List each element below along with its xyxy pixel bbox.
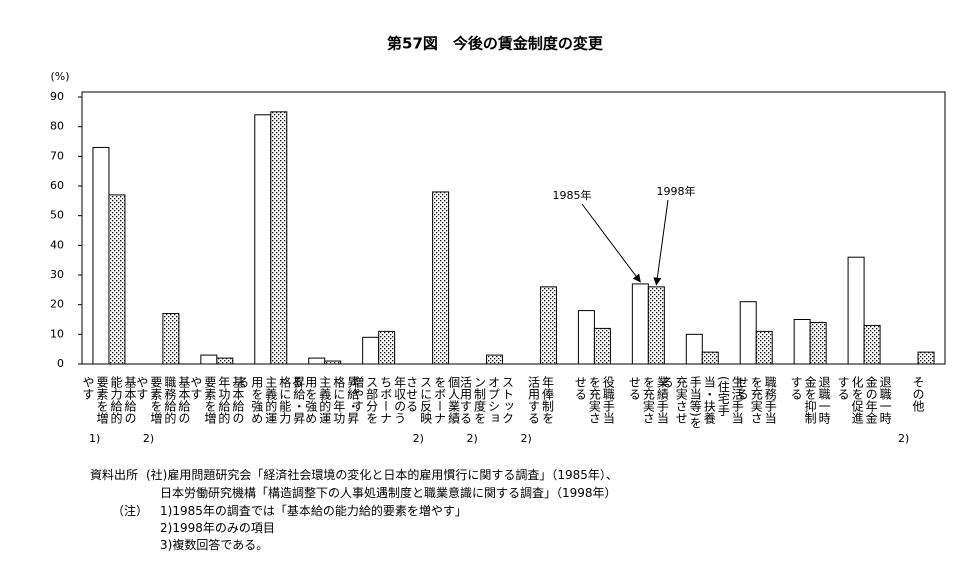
bar <box>739 301 757 365</box>
x-tick-label: 生活手当(住宅手当・扶養手当等)を充実させる <box>660 376 745 429</box>
x-tick-label: 年俸制を活用する <box>526 376 555 424</box>
x-tick-label: 退職一時金を抑制する <box>789 376 832 424</box>
x-tick-label: 役職手当を充実させる <box>573 376 616 424</box>
bar <box>793 319 811 365</box>
bar <box>685 333 703 365</box>
y-tick-label: 80 <box>50 120 64 133</box>
bar <box>647 286 665 365</box>
x-tick-label: 基本給の年功給的要素を増やす <box>188 376 245 424</box>
bar <box>162 313 180 365</box>
x-tick-label: 昇給・昇格に年功主義的運用を強める <box>289 376 360 424</box>
category-note: 2) <box>898 432 910 445</box>
y-tick-label: 70 <box>50 149 64 162</box>
bar <box>917 351 935 365</box>
source-line: 日本労働研究機構「構造調整下の人事処遇制度と職業意識に関する調査」（1998年） <box>160 486 617 500</box>
chart-title: 第57図 今後の賃金制度の変更 <box>387 35 604 53</box>
bar <box>108 194 126 365</box>
bar <box>270 111 288 365</box>
category-note: 2) <box>520 432 532 445</box>
source-line: (社)雇用問題研究会「経済社会環境の変化と日本的雇用慣行に関する調査」（1985… <box>146 468 618 482</box>
y-tick-label: 60 <box>50 179 64 192</box>
x-tick-label: 基本給の能力給的要素を増やす <box>80 376 137 424</box>
y-tick-label: 40 <box>50 238 64 251</box>
legend-label: 1985年 <box>553 188 592 202</box>
x-tick-label: 退職一時金の年金化を促進する <box>836 376 893 424</box>
source-label: 資料出所 <box>90 468 139 482</box>
bar <box>701 351 719 365</box>
x-tick-label: 年収のうちボーナス部分を増やす <box>350 376 407 424</box>
category-note: 2) <box>142 432 155 445</box>
bar <box>863 324 881 365</box>
bar <box>577 310 595 365</box>
bar <box>809 321 827 365</box>
bar <box>92 146 110 365</box>
bar <box>308 357 326 365</box>
bar <box>755 330 773 365</box>
bar <box>362 336 380 365</box>
y-tick-label: 0 <box>57 357 64 370</box>
x-tick-label: その他 <box>911 376 926 412</box>
bar <box>631 283 649 365</box>
bar <box>539 286 557 365</box>
notes-label: （注） <box>112 504 149 518</box>
category-note: 2) <box>466 432 478 445</box>
note-line: 3)複数回答である。 <box>160 538 269 552</box>
bar <box>847 256 865 365</box>
bar <box>200 354 218 365</box>
bar <box>324 360 342 365</box>
y-tick-label: 20 <box>50 298 64 311</box>
bar <box>378 330 396 365</box>
bar <box>254 114 272 365</box>
note-line: 1)1985年の調査では「基本給の能力給的要素を増やす」 <box>160 504 467 518</box>
x-tick-label: 職務手当を充実させる <box>735 376 778 424</box>
y-tick-label: 90 <box>50 90 64 103</box>
legend-label: 1998年 <box>657 184 696 198</box>
x-tick-label: 個人業績をボーナスに反映させる <box>404 376 461 424</box>
bar <box>593 327 611 365</box>
plot-frame <box>81 91 946 365</box>
callout-arrow <box>581 203 641 283</box>
bar <box>432 191 450 365</box>
bar <box>216 357 234 365</box>
x-tick-label: ストックオプション制度を活用する <box>458 376 515 424</box>
callout-arrow <box>653 199 669 286</box>
y-tick-label: 30 <box>50 268 64 281</box>
x-tick-label: 業績手当を充実させる <box>627 376 670 424</box>
x-tick-label: 基本給の職務給的要素を増やす <box>134 376 191 424</box>
bar <box>486 354 504 365</box>
y-unit: (%) <box>50 70 69 83</box>
y-tick-label: 10 <box>50 327 64 340</box>
x-tick-label: 昇給・昇格に能力主義的運用を強める <box>235 376 306 424</box>
y-tick-label: 50 <box>50 209 64 222</box>
category-note: 1) <box>88 432 101 445</box>
category-note: 2) <box>412 432 424 445</box>
note-line: 2)1998年のみの項目 <box>160 521 275 535</box>
